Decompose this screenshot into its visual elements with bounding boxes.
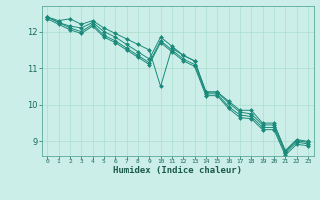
X-axis label: Humidex (Indice chaleur): Humidex (Indice chaleur) — [113, 166, 242, 175]
